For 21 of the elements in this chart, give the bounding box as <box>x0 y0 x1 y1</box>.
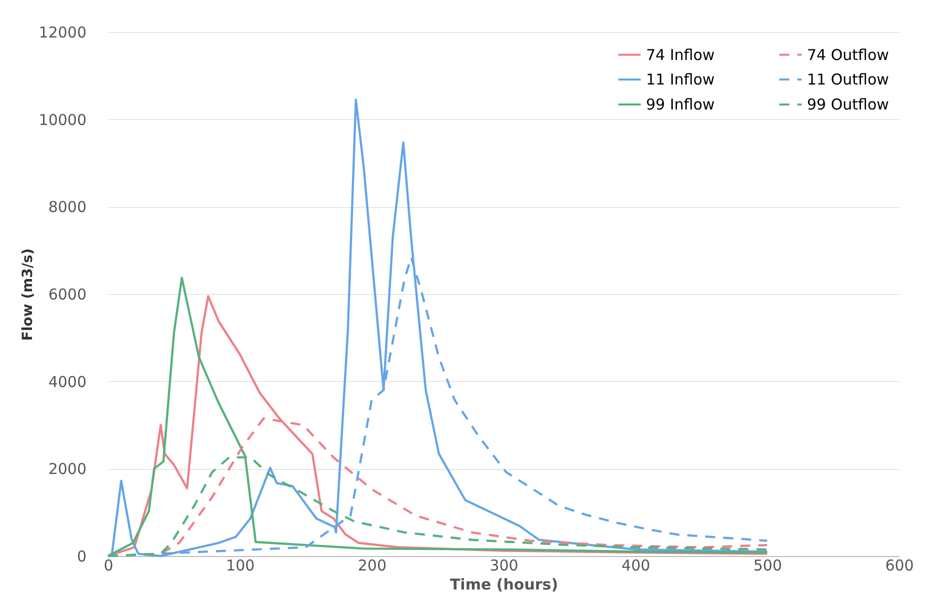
legend-label: 11 Outflow <box>807 70 889 88</box>
x-tick-label: 500 <box>753 556 782 574</box>
x-tick-label: 0 <box>104 556 114 574</box>
legend-label: 99 Inflow <box>646 96 715 114</box>
x-tick-label: 200 <box>358 556 386 574</box>
legend-label: 74 Outflow <box>807 46 889 64</box>
y-tick-label: 4000 <box>48 372 86 391</box>
y-tick-label: 12000 <box>38 24 86 42</box>
x-axis-title: Time (hours) <box>450 576 558 594</box>
y-tick-label: 6000 <box>48 286 86 304</box>
legend-label: 74 Inflow <box>646 46 715 64</box>
y-tick-label: 8000 <box>48 198 86 216</box>
x-tick-label: 400 <box>622 556 650 574</box>
y-axis-title: Flow (m3/s) <box>20 248 36 341</box>
legend-label: 99 Outflow <box>807 96 889 114</box>
legend-label: 11 Inflow <box>646 70 715 88</box>
x-tick-label: 600 <box>885 556 914 574</box>
x-tick-label: 300 <box>490 556 518 574</box>
y-tick-label: 10000 <box>38 110 86 129</box>
x-tick-label: 100 <box>226 556 255 574</box>
y-tick-label: 2000 <box>48 460 86 478</box>
